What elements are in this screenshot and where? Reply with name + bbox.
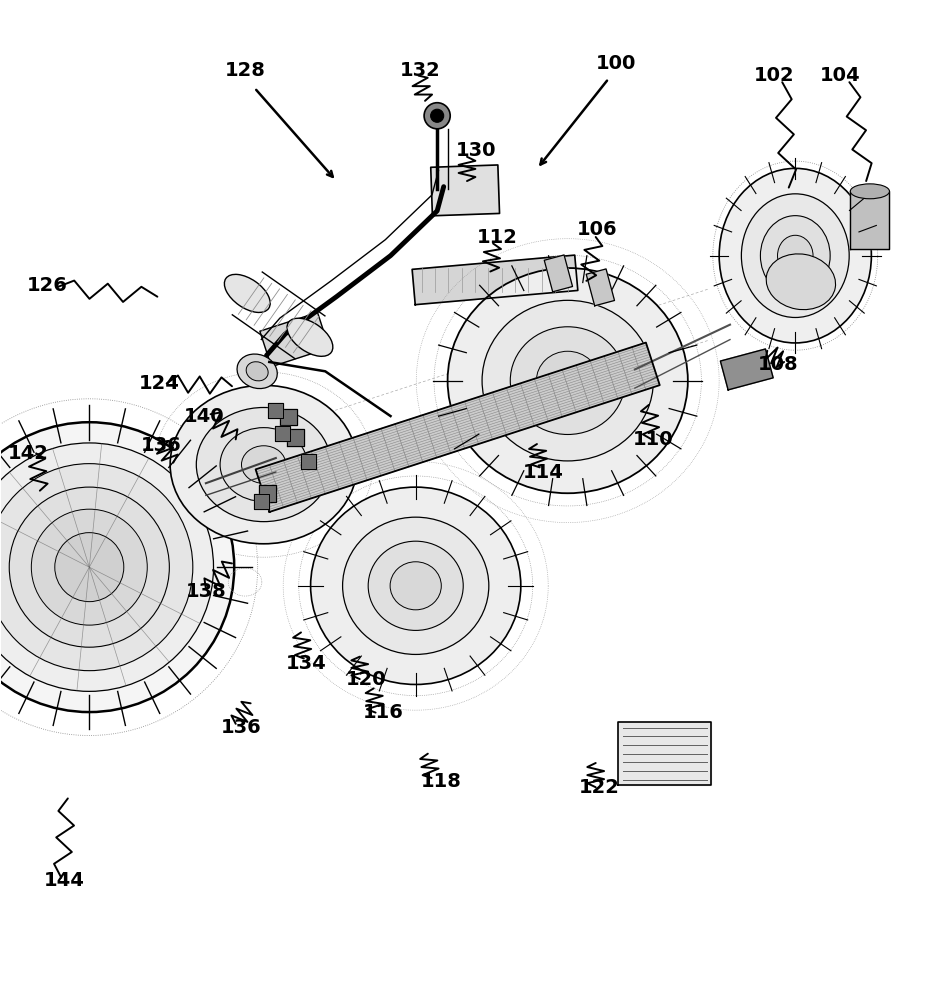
Ellipse shape <box>742 194 849 317</box>
Text: 112: 112 <box>476 228 517 247</box>
Text: 138: 138 <box>185 582 226 601</box>
Ellipse shape <box>536 351 599 410</box>
Ellipse shape <box>850 184 889 199</box>
Text: 106: 106 <box>577 220 617 239</box>
Text: 136: 136 <box>141 436 181 455</box>
Text: 130: 130 <box>456 141 496 160</box>
Ellipse shape <box>311 487 521 684</box>
Polygon shape <box>280 409 297 425</box>
Text: 108: 108 <box>758 355 799 374</box>
Text: 118: 118 <box>420 772 461 791</box>
Ellipse shape <box>242 446 286 483</box>
Text: 124: 124 <box>139 374 179 393</box>
Ellipse shape <box>237 354 277 389</box>
Polygon shape <box>431 165 500 216</box>
Polygon shape <box>412 255 578 305</box>
Ellipse shape <box>196 407 331 522</box>
Text: 116: 116 <box>362 703 403 722</box>
Polygon shape <box>850 191 889 249</box>
Text: 144: 144 <box>44 871 84 890</box>
Ellipse shape <box>0 422 234 712</box>
Circle shape <box>424 103 450 129</box>
Ellipse shape <box>55 533 124 602</box>
Ellipse shape <box>287 318 333 356</box>
Text: 120: 120 <box>346 670 387 689</box>
Ellipse shape <box>447 268 687 493</box>
Polygon shape <box>720 349 773 390</box>
Ellipse shape <box>766 254 836 310</box>
Ellipse shape <box>247 362 268 381</box>
Text: 114: 114 <box>523 463 564 482</box>
Polygon shape <box>256 343 659 512</box>
Text: 128: 128 <box>224 61 265 80</box>
Ellipse shape <box>343 517 488 654</box>
Text: 126: 126 <box>27 276 67 295</box>
Ellipse shape <box>0 443 214 691</box>
Ellipse shape <box>0 464 192 671</box>
Polygon shape <box>618 722 712 785</box>
Ellipse shape <box>510 327 625 434</box>
Ellipse shape <box>32 509 148 625</box>
Polygon shape <box>545 255 573 292</box>
Ellipse shape <box>224 274 270 312</box>
Polygon shape <box>287 429 304 446</box>
Ellipse shape <box>760 216 830 296</box>
Ellipse shape <box>482 300 654 461</box>
Text: 100: 100 <box>596 54 636 73</box>
Text: 104: 104 <box>819 66 860 85</box>
Text: 134: 134 <box>286 654 327 673</box>
Text: 132: 132 <box>400 61 441 80</box>
Text: 142: 142 <box>8 444 49 463</box>
Polygon shape <box>260 312 329 367</box>
Polygon shape <box>275 426 290 441</box>
Ellipse shape <box>220 428 307 501</box>
Ellipse shape <box>390 562 441 610</box>
Polygon shape <box>259 485 276 502</box>
Text: 136: 136 <box>220 718 262 737</box>
Ellipse shape <box>719 168 871 343</box>
Text: 110: 110 <box>633 430 673 449</box>
Polygon shape <box>268 403 283 418</box>
Ellipse shape <box>9 487 169 647</box>
Ellipse shape <box>368 541 463 630</box>
Polygon shape <box>254 494 269 509</box>
Text: 122: 122 <box>579 778 620 797</box>
Text: 140: 140 <box>183 407 224 426</box>
Ellipse shape <box>777 235 813 276</box>
Polygon shape <box>301 454 316 469</box>
Polygon shape <box>587 269 615 306</box>
Ellipse shape <box>170 385 357 544</box>
Circle shape <box>431 109 444 122</box>
Text: 102: 102 <box>755 66 795 85</box>
